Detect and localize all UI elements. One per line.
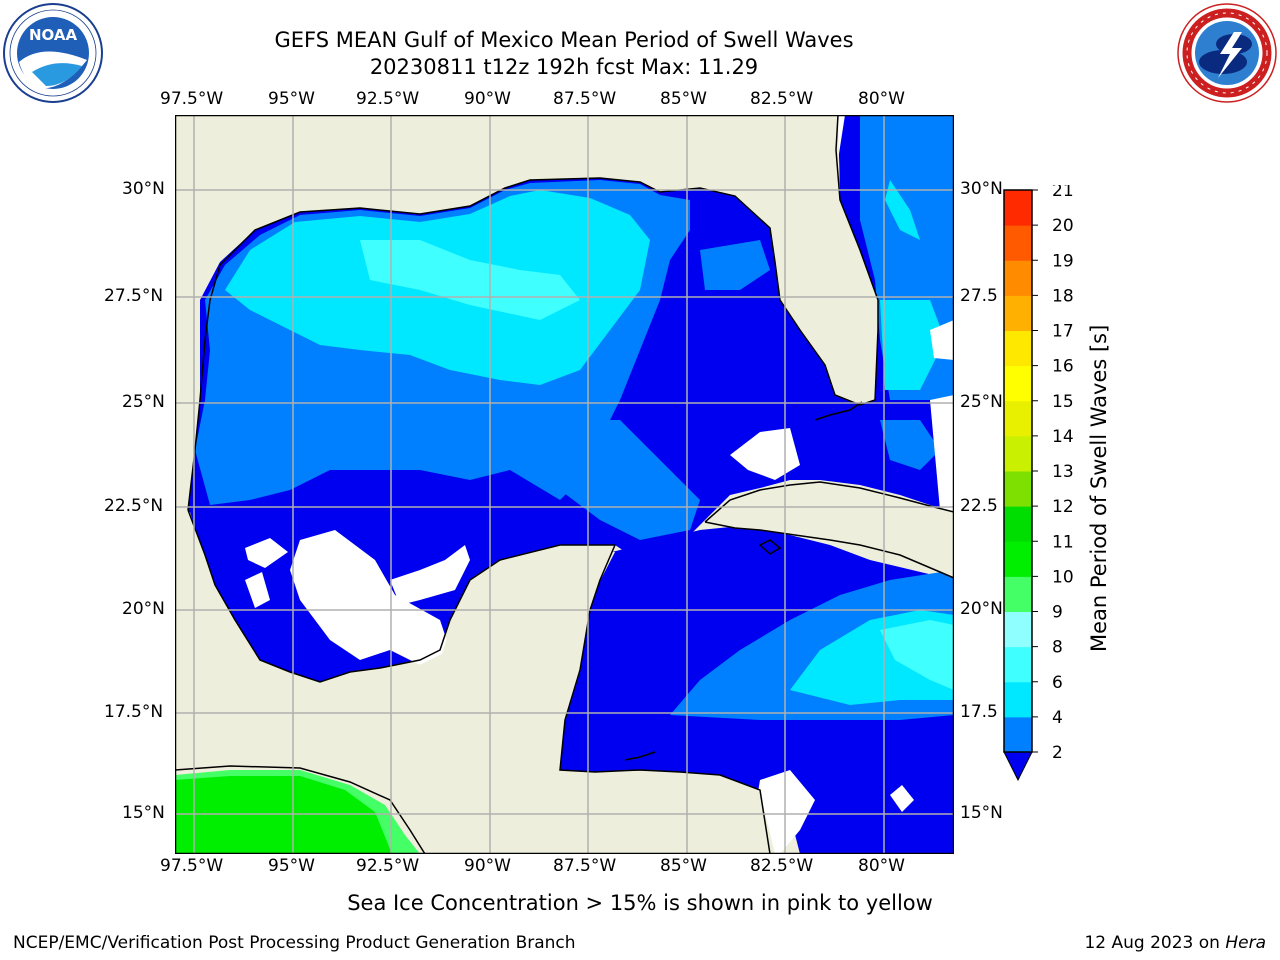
us-gulf-coast-land (175, 115, 838, 520)
nws-logo (1177, 3, 1277, 103)
colorbar-bin (1004, 400, 1032, 437)
colorbar-tick-label: 11 (1052, 532, 1074, 552)
lon-tick-top: 90°W (464, 89, 511, 109)
colorbar-tick-label: 12 (1052, 497, 1074, 517)
lat-tick-right: 20°N (960, 599, 1003, 619)
lat-tick-right: 22.5 (960, 496, 998, 516)
lat-tick-left: 20°N (122, 599, 165, 619)
colorbar-tick-label: 6 (1052, 673, 1063, 693)
atlantic-swell-4-6s (885, 180, 920, 240)
colorbar-tick-label: 17 (1052, 322, 1074, 342)
missing-data (245, 572, 270, 608)
colorbar-tick-label: 18 (1052, 286, 1074, 306)
lat-tick-left: 25°N (122, 392, 165, 412)
colorbar-bin (1004, 576, 1032, 612)
lat-tick-right: 15°N (960, 803, 1003, 823)
gulf-of-mexico-map (175, 115, 954, 854)
lon-tick-top: 95°W (268, 89, 315, 109)
colorbar-tick-label: 14 (1052, 427, 1074, 447)
lon-tick-top: 80°W (858, 89, 905, 109)
lat-tick-left: 17.5°N (104, 702, 164, 722)
colorbar-bin (1004, 611, 1032, 648)
colorbar-bin (1004, 716, 1032, 753)
missing-data (730, 428, 800, 480)
colorbar-tick-label: 20 (1052, 216, 1074, 236)
colorbar-tick-label: 13 (1052, 462, 1074, 482)
colorbar-extend-triangle (1003, 751, 1033, 782)
cuba-land (705, 482, 954, 578)
lon-tick-top: 82.5°W (750, 89, 814, 109)
colorbar-bin (1004, 260, 1032, 296)
gulf-swell-2-4s (700, 240, 770, 290)
missing-data (890, 785, 914, 812)
graticule (175, 115, 954, 854)
missing-data (390, 545, 470, 605)
map-frame (175, 115, 954, 854)
florida-land (740, 115, 878, 405)
colorbar-tick-label: 8 (1052, 638, 1063, 658)
chart-subtitle: 20230811 t12z 192h fcst Max: 11.29 (369, 55, 759, 79)
colorbar-tick-label: 9 (1052, 603, 1063, 623)
pacific-swell-10-11s (175, 776, 392, 854)
colorbar-bin (1004, 646, 1032, 683)
missing-data (930, 395, 954, 512)
colorbar-tick-label: 10 (1052, 567, 1074, 587)
gulf-swell-2-4s (560, 420, 700, 540)
footer-producer: NCEP/EMC/Verification Post Processing Pr… (13, 933, 576, 953)
lat-tick-left: 30°N (122, 179, 165, 199)
colorbar-bin (1004, 330, 1032, 367)
colorbar-tick-label: 16 (1052, 357, 1074, 377)
sea-ice-caption: Sea Ice Concentration > 15% is shown in … (347, 891, 933, 915)
missing-data (245, 538, 288, 568)
lat-tick-left: 15°N (122, 803, 165, 823)
colorbar-tick-label: 19 (1052, 251, 1074, 271)
colorbar-bin (1004, 435, 1032, 472)
lon-tick-top: 92.5°W (356, 89, 420, 109)
colorbar: 2 4 6 8 9 10 11 12 13 14 15 16 17 18 19 20 21 (1003, 185, 1074, 782)
lon-tick-top: 85°W (660, 89, 707, 109)
lat-tick-right: 25°N (960, 392, 1003, 412)
lon-tick-bottom: 82.5°W (750, 856, 814, 876)
colorbar-tick-label: 4 (1052, 708, 1063, 728)
lon-tick-bottom: 87.5°W (553, 856, 617, 876)
colorbar-bin (1004, 506, 1032, 542)
lat-tick-left: 27.5°N (104, 286, 164, 306)
lat-tick-right: 27.5 (960, 286, 998, 306)
colorbar-bin (1004, 225, 1032, 261)
lon-tick-top: 97.5°W (160, 89, 224, 109)
lat-tick-right: 30°N (960, 179, 1003, 199)
colorbar-bin (1004, 295, 1032, 331)
footer-host: Hera (1225, 933, 1266, 953)
colorbar-tick-label: 21 (1052, 185, 1074, 201)
caribbean-swell-6-8s (880, 620, 954, 690)
footer-date-text: 12 Aug 2023 on (1084, 933, 1226, 953)
colorbar-bin (1004, 365, 1032, 402)
noaa-logo-text: NOAA (29, 26, 78, 44)
missing-data (290, 530, 450, 665)
lon-tick-bottom: 97.5°W (160, 856, 224, 876)
colorbar-bin (1004, 681, 1032, 718)
lon-tick-bottom: 90°W (464, 856, 511, 876)
atlantic-swell-4-6s (880, 300, 945, 390)
colorbar-bin (1004, 190, 1032, 226)
gulf-swell-2-4s (880, 420, 940, 470)
chart-title: GEFS MEAN Gulf of Mexico Mean Period of … (274, 28, 854, 52)
lon-tick-bottom: 85°W (660, 856, 707, 876)
lat-tick-right: 17.5 (960, 702, 998, 722)
noaa-logo: NOAA (3, 3, 103, 103)
colorbar-bin (1004, 471, 1032, 507)
lon-tick-bottom: 92.5°W (356, 856, 420, 876)
lon-tick-bottom: 95°W (268, 856, 315, 876)
colorbar-label: Mean Period of Swell Waves [s] (1087, 324, 1111, 652)
colorbar-bin (1004, 541, 1032, 577)
mexico-land (175, 512, 775, 854)
lon-tick-bottom: 80°W (858, 856, 905, 876)
footer-date: 12 Aug 2023 on Hera (1084, 933, 1266, 953)
lat-tick-left: 22.5°N (104, 496, 164, 516)
missing-data (930, 320, 954, 360)
colorbar-tick-label: 2 (1052, 743, 1063, 763)
colorbar-tick-label: 15 (1052, 392, 1074, 412)
gulf-swell-6-8s (360, 240, 580, 320)
lon-tick-top: 87.5°W (553, 89, 617, 109)
